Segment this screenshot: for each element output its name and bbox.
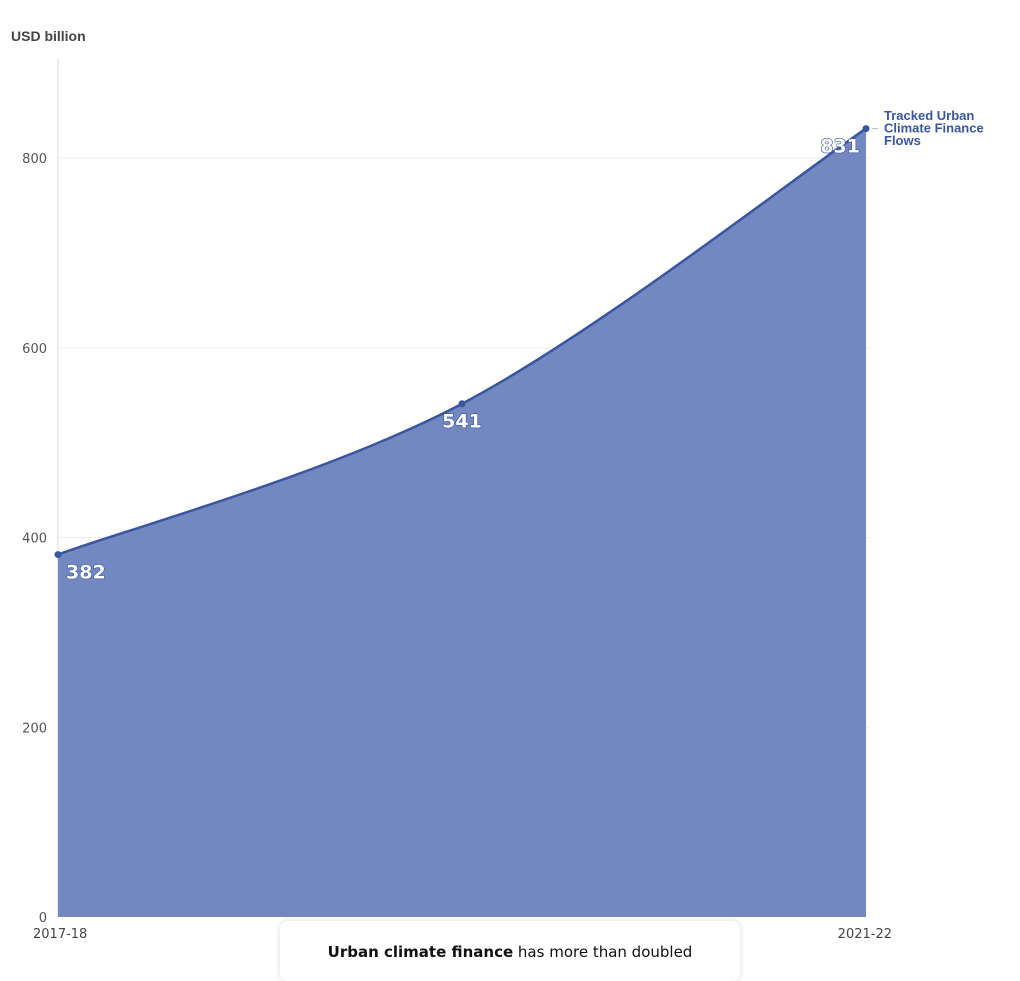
tooltip-card: Urban climate finance has more than doub…	[280, 921, 740, 981]
data-point	[54, 551, 62, 559]
area-chart: 02004006008003825418312017-182019-202021…	[22, 58, 984, 942]
y-axis-title: USD billion	[11, 28, 86, 44]
x-tick-label: 2021-22	[838, 927, 892, 942]
y-tick-label: 200	[22, 721, 47, 736]
data-point	[458, 400, 466, 408]
series-label: Climate Finance	[884, 121, 984, 136]
data-label: 541	[442, 411, 482, 433]
y-tick-label: 600	[22, 342, 47, 357]
tooltip-text: has more than doubled	[513, 943, 693, 961]
data-point	[862, 125, 870, 133]
y-tick-label: 0	[39, 911, 47, 926]
tooltip-bold: Urban climate finance	[327, 943, 514, 961]
data-label: 831	[820, 136, 860, 158]
series-label: Flows	[884, 133, 921, 148]
area-fill	[58, 128, 866, 917]
data-label: 382	[66, 562, 106, 584]
y-tick-label: 800	[22, 152, 47, 167]
y-tick-label: 400	[22, 532, 47, 547]
series-label: Tracked Urban	[884, 108, 974, 123]
x-tick-label: 2017-18	[33, 927, 87, 942]
